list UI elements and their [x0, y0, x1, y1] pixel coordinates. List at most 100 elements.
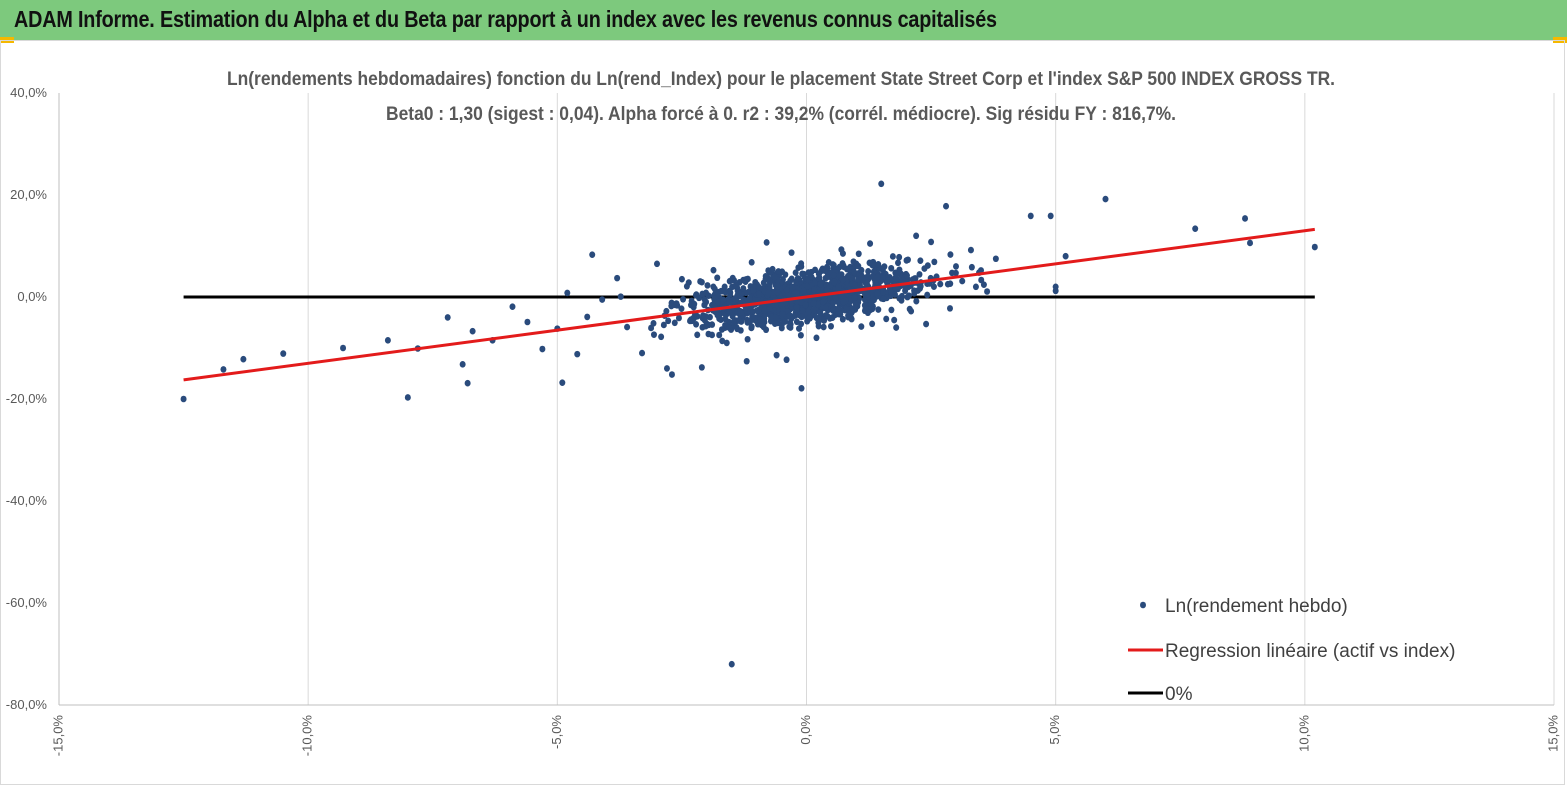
data-point [731, 318, 738, 325]
data-point [830, 271, 837, 279]
data-point [617, 293, 624, 300]
data-point [737, 308, 744, 316]
data-point [721, 283, 728, 291]
data-point [821, 267, 828, 274]
data-point [806, 314, 813, 322]
data-point [783, 286, 790, 294]
x-tick-label: 5,0% [1047, 715, 1062, 745]
data-point [820, 323, 827, 331]
data-point [384, 337, 391, 344]
data-point [825, 259, 832, 266]
data-point [992, 255, 999, 263]
data-point [716, 331, 723, 339]
data-point [867, 240, 874, 247]
data-point [469, 327, 476, 335]
data-point [705, 292, 712, 300]
data-point [880, 295, 887, 303]
data-point [905, 292, 912, 299]
data-point [755, 290, 762, 298]
data-point [539, 345, 546, 353]
data-point [639, 349, 646, 357]
data-point [720, 296, 727, 303]
data-point [716, 315, 723, 322]
data-point [820, 298, 827, 306]
data-point [913, 232, 920, 240]
data-point [888, 306, 895, 314]
legend-label: Ln(rendement hebdo) [1165, 596, 1348, 617]
legend-label: Regression linéaire (actif vs index) [1165, 641, 1455, 662]
data-point [793, 303, 800, 311]
data-point [793, 318, 800, 326]
y-tick-label: 40,0% [10, 85, 47, 100]
data-point [959, 277, 966, 285]
data-point [839, 250, 846, 257]
data-point [805, 269, 812, 276]
data-point [768, 313, 775, 320]
data-point [850, 258, 857, 265]
data-point [731, 295, 738, 302]
data-point [1062, 252, 1069, 260]
data-point [678, 305, 685, 312]
data-point [862, 305, 869, 313]
data-point [650, 320, 657, 327]
data-point [757, 316, 764, 324]
data-point [893, 324, 900, 331]
y-tick-label: -60,0% [6, 595, 48, 610]
data-point [719, 337, 726, 345]
data-point [663, 307, 670, 315]
data-point [830, 261, 837, 269]
data-point [851, 294, 858, 302]
chart-title: Ln(rendements hebdomadaires) fonction du… [227, 69, 1335, 90]
data-point [710, 283, 717, 291]
data-point [858, 323, 865, 330]
data-point [658, 333, 665, 341]
data-point [718, 326, 725, 333]
data-point [736, 317, 743, 324]
data-point [599, 296, 606, 303]
data-point [1027, 212, 1034, 220]
legend: Ln(rendement hebdo) Regression linéaire (… [1128, 596, 1455, 705]
data-point [1102, 195, 1109, 203]
data-point [802, 301, 809, 309]
data-point [340, 344, 347, 352]
legend-label: 0% [1165, 684, 1193, 705]
data-point [589, 251, 596, 258]
data-point [874, 273, 881, 281]
data-point [680, 296, 687, 303]
data-point [815, 275, 822, 282]
data-point [693, 291, 700, 299]
data-point [404, 394, 411, 401]
data-point [723, 339, 730, 347]
data-point [839, 293, 846, 300]
data-point [837, 311, 844, 318]
data-point [773, 351, 780, 359]
data-point [697, 278, 704, 285]
data-point [831, 278, 838, 286]
data-point [947, 251, 954, 258]
data-point [722, 315, 729, 323]
data-point [845, 272, 852, 280]
data-point [839, 276, 846, 284]
data-point [852, 300, 859, 308]
data-point [753, 307, 760, 314]
data-point [698, 364, 705, 371]
data-point [775, 268, 782, 275]
data-point [701, 316, 708, 324]
data-point [792, 269, 799, 277]
report-title: ADAM Informe. Estimation du Alpha et du … [14, 6, 997, 32]
data-point [762, 272, 769, 280]
data-point [906, 305, 913, 313]
data-point [863, 279, 870, 287]
regression-line-segment [183, 227, 1315, 382]
data-point [671, 319, 678, 327]
data-point [949, 269, 956, 277]
data-point [280, 350, 287, 357]
data-point [916, 271, 923, 278]
data-point [804, 276, 811, 283]
data-point [813, 334, 820, 342]
data-point [917, 257, 924, 264]
data-point [779, 310, 786, 318]
data-point [797, 331, 804, 339]
data-point [1242, 215, 1249, 222]
data-point [889, 253, 896, 260]
